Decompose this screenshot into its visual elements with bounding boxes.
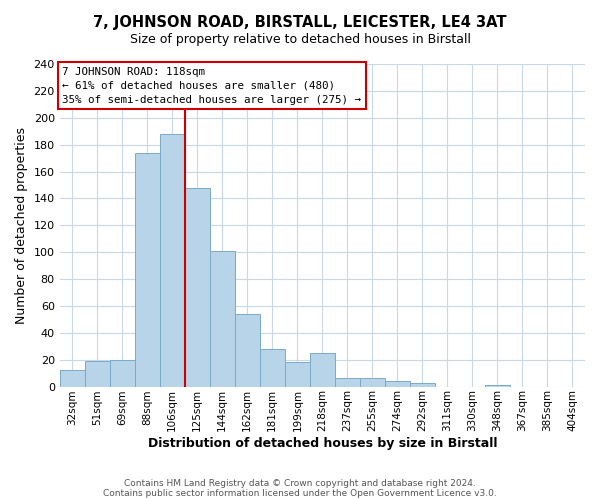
Bar xyxy=(410,382,435,386)
Bar xyxy=(335,378,360,386)
Bar xyxy=(185,188,210,386)
Bar xyxy=(260,349,285,387)
Text: 7, JOHNSON ROAD, BIRSTALL, LEICESTER, LE4 3AT: 7, JOHNSON ROAD, BIRSTALL, LEICESTER, LE… xyxy=(93,15,507,30)
Text: Contains HM Land Registry data © Crown copyright and database right 2024.: Contains HM Land Registry data © Crown c… xyxy=(124,478,476,488)
Bar xyxy=(160,134,185,386)
X-axis label: Distribution of detached houses by size in Birstall: Distribution of detached houses by size … xyxy=(148,437,497,450)
Bar xyxy=(310,353,335,386)
Bar xyxy=(235,314,260,386)
Bar xyxy=(485,385,510,386)
Text: Size of property relative to detached houses in Birstall: Size of property relative to detached ho… xyxy=(130,32,470,46)
Bar xyxy=(285,362,310,386)
Bar xyxy=(385,381,410,386)
Bar xyxy=(85,361,110,386)
Bar xyxy=(59,370,85,386)
Bar xyxy=(210,251,235,386)
Bar xyxy=(110,360,135,386)
Bar xyxy=(360,378,385,386)
Bar xyxy=(135,152,160,386)
Text: Contains public sector information licensed under the Open Government Licence v3: Contains public sector information licen… xyxy=(103,488,497,498)
Y-axis label: Number of detached properties: Number of detached properties xyxy=(15,127,28,324)
Text: 7 JOHNSON ROAD: 118sqm
← 61% of detached houses are smaller (480)
35% of semi-de: 7 JOHNSON ROAD: 118sqm ← 61% of detached… xyxy=(62,66,361,104)
